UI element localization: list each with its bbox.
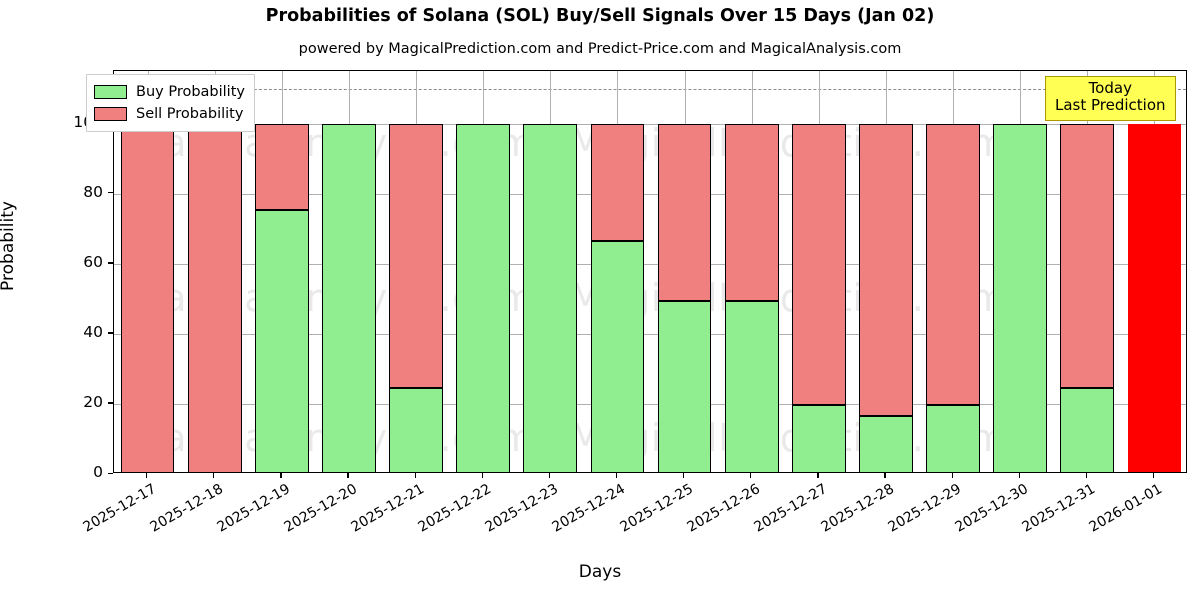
bar-segment-buy[interactable]	[993, 123, 1048, 472]
gridline-horizontal	[114, 123, 1186, 125]
bar-group[interactable]	[657, 71, 712, 472]
bar-segment-sell[interactable]	[724, 123, 779, 301]
y-tick-mark	[108, 402, 113, 404]
y-tick-mark	[108, 472, 113, 474]
bar-group[interactable]	[187, 71, 242, 472]
y-axis-label: Probability	[0, 201, 18, 291]
x-tick-mark	[414, 473, 416, 478]
y-tick-label: 20	[83, 392, 103, 411]
bar-group[interactable]	[456, 71, 511, 472]
bar-segment-sell[interactable]	[859, 123, 913, 417]
x-tick-mark	[213, 473, 215, 478]
bar-segment-buy[interactable]	[322, 123, 376, 472]
x-tick-mark	[146, 473, 148, 478]
bar-segment-buy[interactable]	[254, 210, 309, 472]
x-tick-mark	[750, 473, 752, 478]
bar-segment-buy[interactable]	[590, 241, 645, 472]
x-tick-mark	[817, 473, 819, 478]
chart-legend: Buy Probability Sell Probability	[86, 74, 255, 132]
bar-group[interactable]	[1060, 71, 1115, 472]
x-tick-mark	[884, 473, 886, 478]
gridline-horizontal	[114, 333, 1186, 335]
y-tick-label: 60	[83, 252, 103, 271]
bar-segment-sell[interactable]	[254, 123, 309, 211]
bar-segment-sell[interactable]	[1127, 123, 1182, 472]
legend-label-buy: Buy Probability	[136, 84, 245, 100]
x-tick-mark	[683, 473, 685, 478]
bar-group[interactable]	[926, 71, 980, 472]
legend-label-sell: Sell Probability	[136, 106, 244, 122]
reference-line	[114, 88, 1186, 90]
legend-swatch-buy	[94, 85, 127, 99]
bar-segment-sell[interactable]	[1060, 123, 1115, 389]
x-tick-mark	[280, 473, 282, 478]
y-tick-label: 40	[83, 322, 103, 341]
bar-segment-sell[interactable]	[926, 123, 980, 405]
y-tick-mark	[108, 332, 113, 334]
y-tick-mark	[108, 262, 113, 264]
x-tick-mark	[1085, 473, 1088, 478]
x-tick-mark	[951, 473, 953, 478]
today-annotation-line2: Last Prediction	[1055, 96, 1166, 115]
legend-item-sell[interactable]: Sell Probability	[94, 103, 245, 125]
bar-group[interactable]	[254, 71, 309, 472]
today-annotation-line1: Today	[1088, 79, 1132, 97]
x-tick-mark	[1018, 473, 1020, 478]
bar-segment-sell[interactable]	[187, 123, 242, 472]
bar-segment-buy[interactable]	[724, 300, 779, 472]
y-tick-label: 0	[93, 463, 103, 481]
today-annotation: Today Last Prediction	[1045, 76, 1176, 121]
bar-group[interactable]	[523, 71, 578, 472]
bar-segment-sell[interactable]	[389, 123, 443, 389]
bar-segment-sell[interactable]	[657, 123, 712, 301]
y-tick-mark	[108, 192, 113, 194]
bar-segment-buy[interactable]	[926, 404, 980, 472]
bar-segment-buy[interactable]	[456, 123, 511, 472]
bar-segment-sell[interactable]	[791, 123, 846, 405]
x-tick-mark	[615, 473, 618, 478]
bar-group[interactable]	[724, 71, 779, 472]
bar-group[interactable]	[120, 71, 175, 472]
bar-segment-buy[interactable]	[657, 300, 712, 472]
bar-segment-buy[interactable]	[1060, 388, 1115, 472]
x-tick-mark	[548, 473, 551, 478]
bar-group[interactable]	[590, 71, 645, 472]
chart-subtitle: powered by MagicalPrediction.com and Pre…	[298, 41, 902, 57]
x-tick-mark	[1152, 473, 1155, 478]
bar-segment-sell[interactable]	[120, 123, 175, 472]
bar-segment-buy[interactable]	[859, 416, 913, 472]
bar-group[interactable]	[389, 71, 443, 472]
chart-title: Probabilities of Solana (SOL) Buy/Sell S…	[265, 6, 935, 26]
gridline-horizontal	[114, 263, 1186, 265]
bar-group[interactable]	[791, 71, 846, 472]
legend-item-buy[interactable]: Buy Probability	[94, 81, 245, 103]
x-axis-label: Days	[578, 562, 622, 582]
bar-segment-buy[interactable]	[523, 123, 578, 472]
bar-group[interactable]	[859, 71, 913, 472]
y-tick-label: 80	[83, 182, 103, 201]
bar-group[interactable]	[1127, 71, 1182, 472]
bar-segment-sell[interactable]	[590, 123, 645, 242]
x-tick-mark	[481, 473, 483, 478]
gridline-horizontal	[114, 193, 1186, 195]
bar-group[interactable]	[322, 71, 376, 472]
x-tick-mark	[347, 473, 349, 478]
gridline-horizontal	[114, 403, 1186, 405]
bar-group[interactable]	[993, 71, 1048, 472]
bar-segment-buy[interactable]	[791, 404, 846, 472]
bar-segment-buy[interactable]	[389, 388, 443, 472]
legend-swatch-sell	[94, 107, 127, 121]
plot-area: MagicalAnalysis.comMagicalPrediction.com…	[113, 70, 1187, 473]
